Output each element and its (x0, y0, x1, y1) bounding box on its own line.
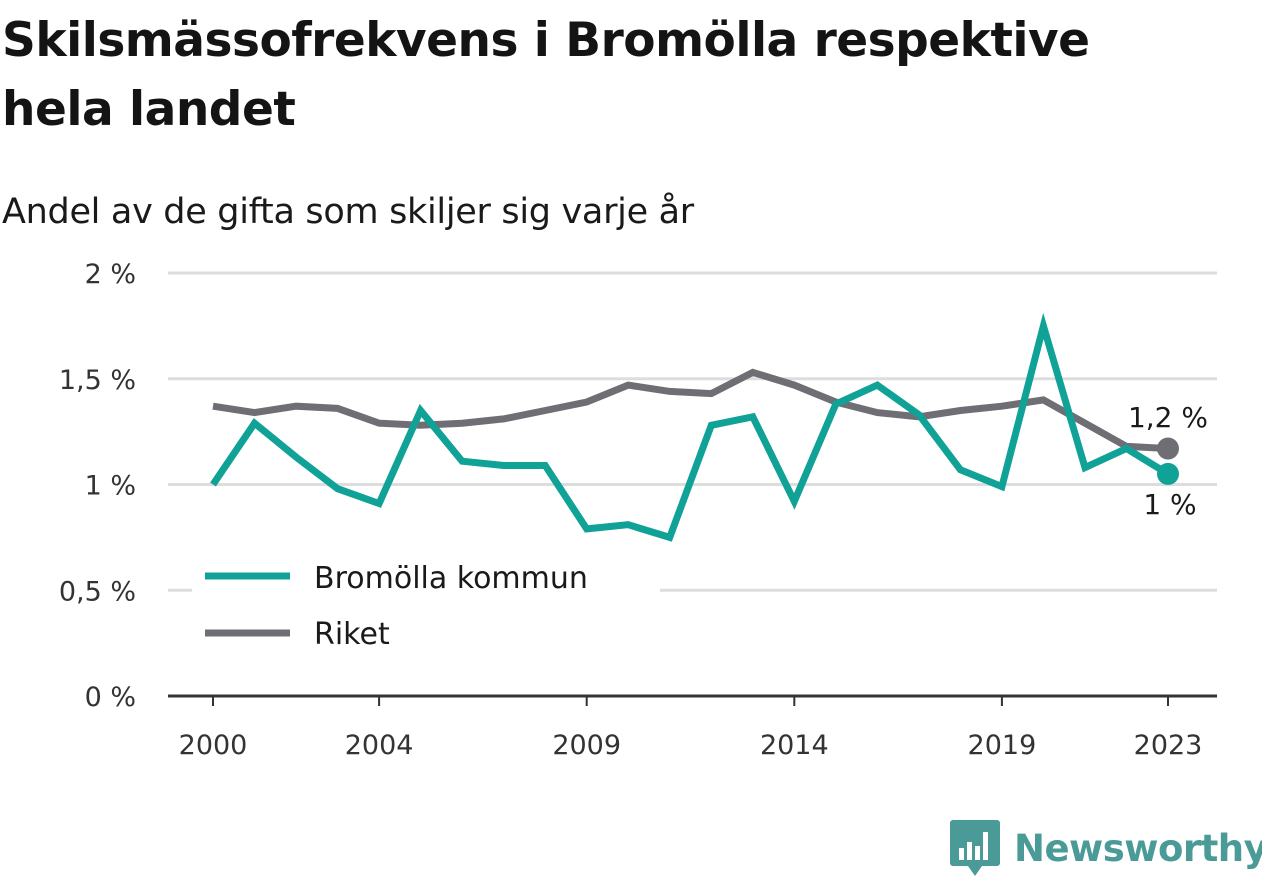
series-line-riket (212, 368, 1169, 452)
gridlines (168, 271, 1217, 592)
legend: Bromölla kommun Riket (192, 547, 660, 665)
x-tick-label: 2014 (760, 730, 829, 761)
x-tick-label: 2004 (345, 730, 414, 761)
series-line-bromolla (210, 312, 1170, 542)
brand-logo: Newsworthy (950, 818, 1262, 878)
x-axis-ticks: 2000 2004 2009 2014 2019 2023 (179, 696, 1203, 761)
brand-name: Newsworthy (1014, 826, 1262, 870)
x-tick-label: 2009 (552, 730, 621, 761)
end-labels: 1,2 % 1 % (1128, 401, 1208, 521)
y-tick-label: 0 % (85, 682, 136, 713)
y-tick-label: 2 % (85, 259, 136, 290)
end-label-riket: 1,2 % (1128, 401, 1208, 434)
end-label-bromolla: 1 % (1143, 488, 1196, 521)
y-axis-ticks: 0 % 0,5 % 1 % 1,5 % 2 % (59, 259, 136, 713)
series-lines (210, 312, 1179, 542)
y-tick-label: 0,5 % (59, 576, 136, 607)
end-point-bromolla (1157, 462, 1179, 485)
x-tick-label: 2000 (179, 730, 248, 761)
newsworthy-logo-icon (950, 820, 1000, 876)
y-tick-label: 1,5 % (59, 365, 136, 396)
legend-label-riket: Riket (314, 617, 390, 652)
legend-label-bromolla: Bromölla kommun (314, 561, 588, 596)
chart-title: Skilsmässofrekvens i Bromölla respektive… (2, 13, 1090, 137)
y-tick-label: 1 % (85, 471, 136, 502)
x-tick-label: 2019 (968, 730, 1037, 761)
end-point-riket (1157, 437, 1179, 460)
chart-subtitle: Andel av de gifta som skiljer sig varje … (2, 192, 694, 232)
x-tick-label: 2023 (1134, 730, 1203, 761)
